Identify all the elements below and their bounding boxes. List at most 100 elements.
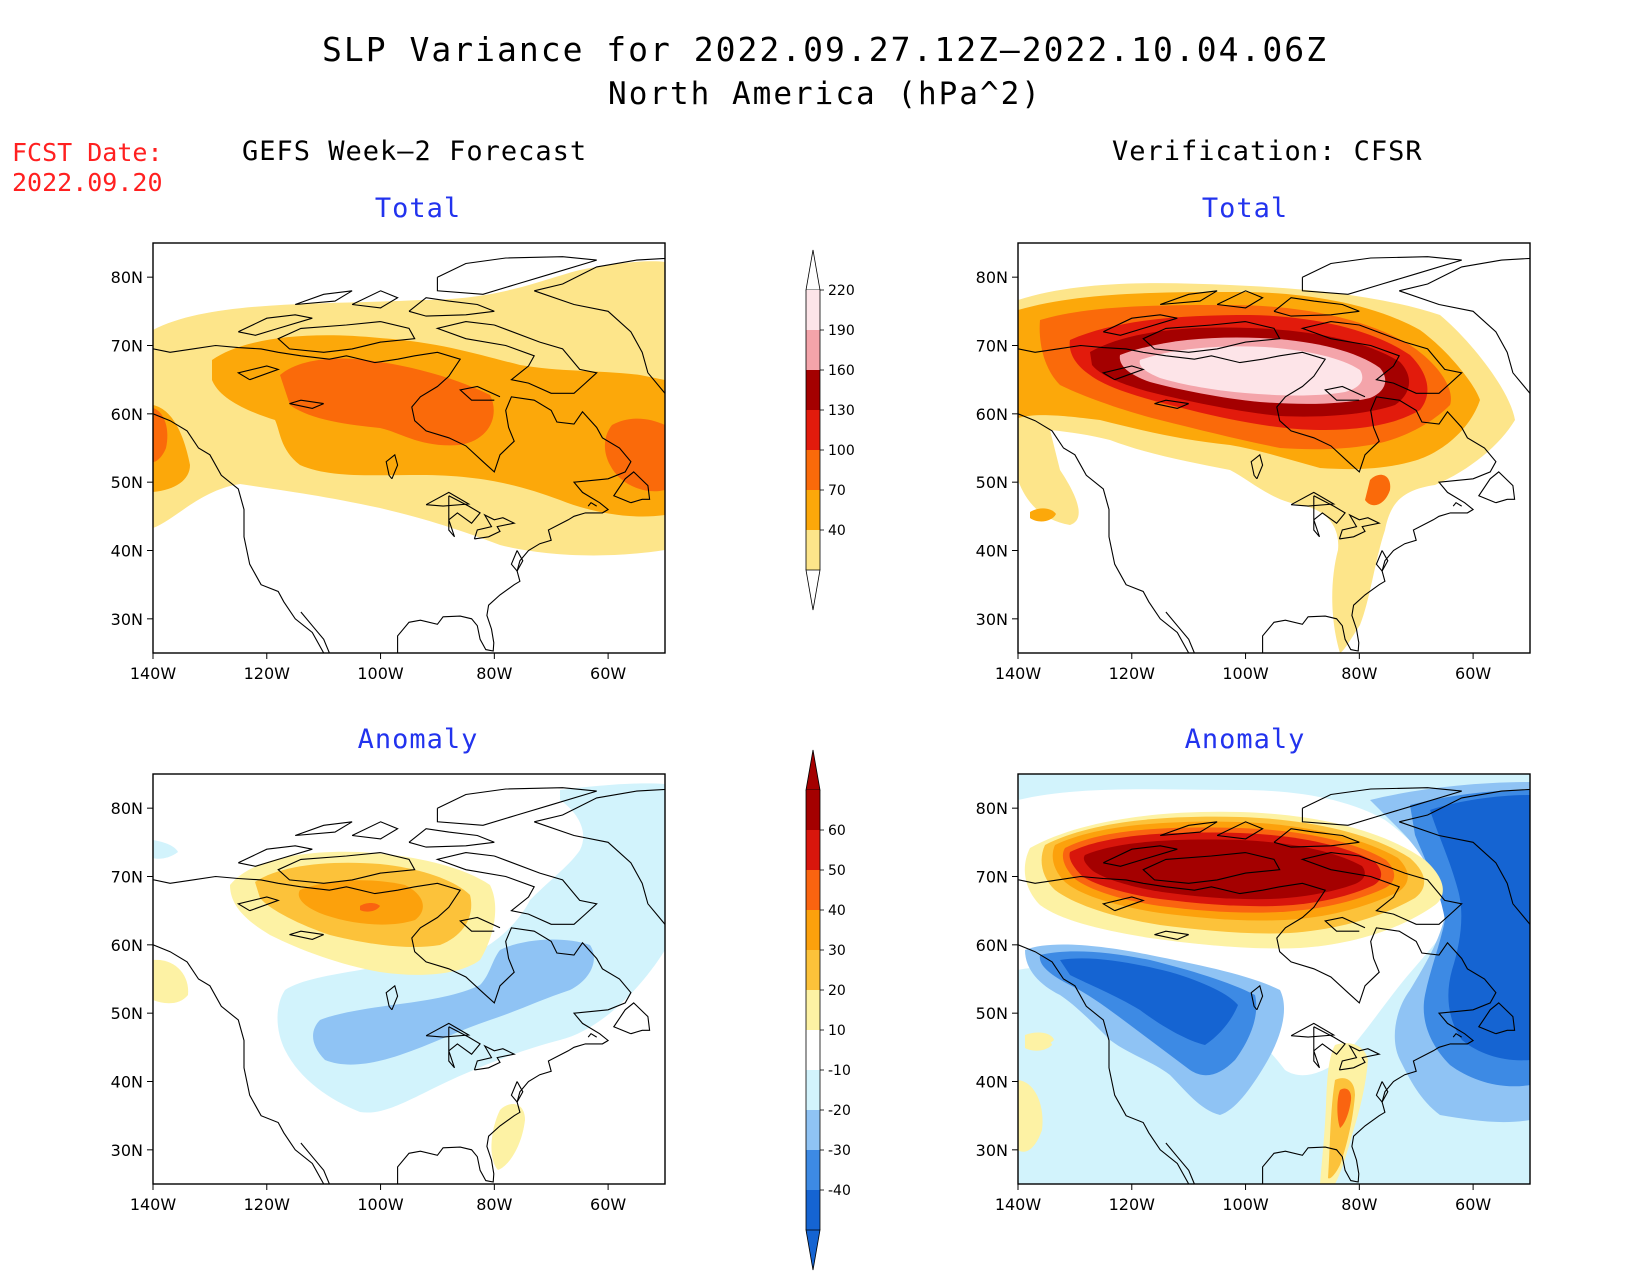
bl-field-10c [491,1104,525,1170]
panel-tr-overlay [1018,256,1530,653]
colorbar-anomaly: -40 -30 -20 -10 10 20 30 40 50 60 [805,749,851,1271]
panel-bl-map [153,774,665,1184]
tr-field-70b [1030,508,1056,522]
colorbar-anomaly-segment [806,950,820,990]
coastline-3 [459,916,501,932]
colorbar-total-segment [806,490,820,530]
coastline-10 [351,290,399,309]
coastline-6 [1300,852,1463,925]
panel-br-frame [1017,773,1531,1185]
coastline-4 [1452,501,1462,507]
coastline-1 [1165,611,1195,653]
coastline-12 [1301,256,1462,295]
bl-field-10b [153,959,189,1004]
left-column-title: GEFS Week–2 Forecast [242,136,588,167]
coastline-7 [1142,852,1281,884]
colorbar-total-bottom-arrow [805,569,821,611]
forecast-date-label: FCST Date: [12,138,163,167]
lon-tick-label: 60W [590,664,626,683]
coastline-15 [425,491,471,507]
panel-tl-overlay [153,256,665,653]
coastline-2 [153,344,632,653]
main-subtitle: North America (hPa^2) [608,76,1042,112]
coastline-15 [1290,1022,1336,1038]
coastline-5 [1477,471,1516,504]
lon-tick-label: 120W [244,1195,291,1214]
coastline-4 [1452,1032,1462,1038]
coastline-20 [510,1081,524,1103]
br-field-neg40 [1430,795,1530,1061]
lat-tick-label: 80N [111,799,143,818]
br-field-40b [1337,1088,1352,1128]
coastline-7 [277,321,416,353]
tl-field-100c [153,408,168,462]
colorbar-total: 40 70 100 130 160 190 220 [805,249,855,611]
coastline-12 [436,787,597,826]
colorbar-total-label: 220 [828,283,855,299]
coastline-16 [1338,513,1381,540]
colorbar-anomaly-label: -40 [828,1183,851,1199]
coastline-9 [408,828,495,848]
coastline-9 [408,297,495,317]
lat-tick-label: 50N [976,1004,1008,1023]
colorbar-total-segment [806,410,820,450]
colorbar-anomaly-segment [806,790,820,830]
lon-tick-label: 140W [995,664,1042,683]
coastline-4 [587,1032,597,1038]
panel-bl-overlay [153,787,665,1184]
coastline-0 [1018,413,1190,653]
coastline-16 [1338,1044,1381,1071]
coastline-20 [1375,550,1389,572]
panel-tl-map [153,243,665,653]
colorbar-total-label: 130 [828,403,855,419]
coastline-19 [236,365,280,381]
tr-field-100b [1365,474,1391,506]
coastline-11 [295,821,353,837]
panel-tl-subtitle: Total [374,193,462,224]
coastline-3 [459,385,501,401]
lon-tick-label: 140W [995,1195,1042,1214]
lat-tick-label: 30N [976,1141,1008,1160]
lat-tick-label: 80N [976,268,1008,287]
lon-tick-label: 100W [1222,1195,1269,1214]
lat-tick-label: 50N [111,473,143,492]
main-title: SLP Variance for 2022.09.27.12Z–2022.10.… [322,30,1328,69]
lat-tick-label: 40N [111,1073,143,1092]
lat-tick-label: 70N [111,337,143,356]
coastline-17 [1250,453,1264,480]
coastline-8 [1103,314,1178,336]
lat-tick-label: 60N [976,405,1008,424]
br-field-10b [1018,1080,1043,1152]
coastline-13 [534,788,665,926]
lon-tick-label: 140W [130,664,177,683]
colorbar-anomaly-label: 10 [828,1023,846,1039]
coastline-20 [510,550,524,572]
bl-field-neg20 [313,939,594,1065]
colorbar-anomaly-label: 60 [828,823,846,839]
coastline-11 [1160,821,1218,837]
coastline-8 [238,314,313,336]
forecast-date-value: 2022.09.20 [12,168,163,197]
colorbar-total-label: 100 [828,443,855,459]
lat-tick-label: 40N [976,1073,1008,1092]
coastline-16 [473,513,516,540]
lon-tick-label: 60W [590,1195,626,1214]
coastline-3 [1324,916,1366,932]
coastline-19 [1101,365,1145,381]
colorbar-total-label: 40 [828,523,846,539]
colorbar-anomaly-segment [806,1030,820,1070]
colorbar-anomaly-segment [806,1190,820,1230]
colorbar-total-segment [806,530,820,570]
colorbar-anomaly-bottom-arrow [805,1229,821,1271]
coastline-8 [238,845,313,867]
coastline-5 [612,471,651,504]
colorbar-anomaly-segment [806,870,820,910]
forecast-date-block: FCST Date: 2022.09.20 [12,138,163,198]
colorbar-total-label: 70 [828,483,846,499]
colorbar-anomaly-segment [806,830,820,870]
lat-tick-label: 30N [976,610,1008,629]
coastline-20 [1375,1081,1389,1103]
coastline-15 [425,1022,471,1038]
coastline-14 [448,495,481,538]
